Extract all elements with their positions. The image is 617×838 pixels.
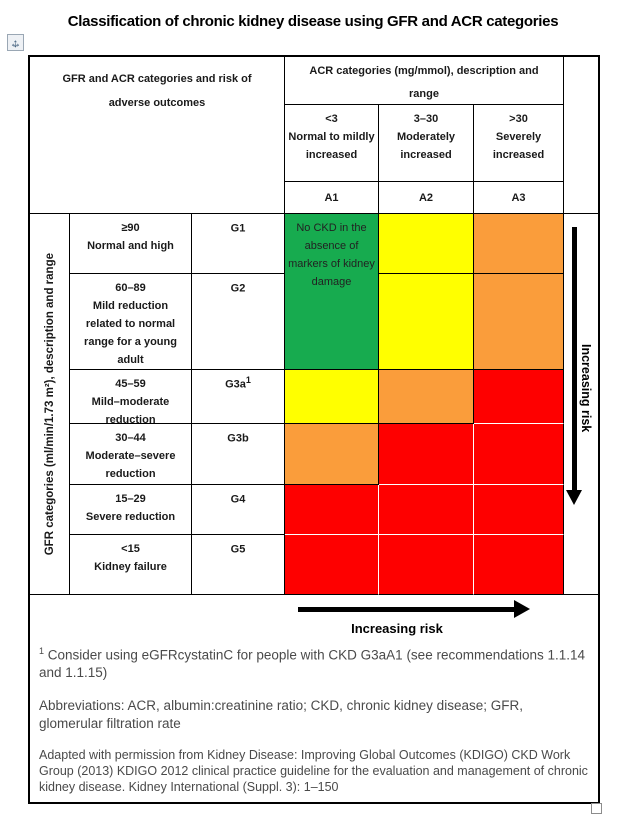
acr-a3-range: >30 [509, 113, 528, 125]
gfr-row-g5-description: <15 Kidney failure [70, 535, 192, 595]
abbreviations-note: Abbreviations: ACR, albumin:creatinine r… [39, 698, 523, 731]
gfr-row-g4-description: 15–29 Severe reduction [70, 485, 192, 535]
corner-header-cell: GFR and ACR categories and risk of adver… [30, 57, 285, 214]
gfr-code-g3a: G3a1 [192, 370, 285, 424]
g2-range: 60–89 [115, 282, 146, 294]
risk-cell-g5-a1 [285, 535, 379, 595]
gfr-code-g3b: G3b [192, 424, 285, 485]
g5-desc: Kidney failure [94, 561, 167, 573]
risk-cell-g2-a3 [474, 274, 564, 370]
acr-a1-range: <3 [325, 113, 338, 125]
risk-cell-g2-a2 [379, 274, 474, 370]
risk-cell-g4-a3 [474, 485, 564, 535]
risk-cell-g3b-a2 [379, 424, 474, 485]
footnote-1-text: Consider using eGFRcystatinC for people … [39, 647, 586, 681]
vertical-increasing-risk-label: Increasing risk [579, 344, 593, 433]
gfr-code-g1: G1 [192, 214, 285, 274]
risk-cell-g4-a2 [379, 485, 474, 535]
right-arrow-head-icon [514, 600, 530, 618]
figure-title: Classification of chronic kidney disease… [67, 13, 559, 30]
gfr-code-g4: G4 [192, 485, 285, 535]
gfr-row-g3a-description: 45–59 Mild–moderate reduction [70, 370, 192, 424]
acr-code-a2: A2 [379, 182, 474, 214]
gfr-row-g1-description: ≥90 Normal and high [70, 214, 192, 274]
down-arrow-shaft [572, 227, 577, 491]
table-move-handle[interactable]: ↔ ↕ [7, 34, 24, 51]
risk-cell-g3a-a2 [379, 370, 474, 424]
risk-cell-g4-a1 [285, 485, 379, 535]
risk-cell-g1-a2 [379, 214, 474, 274]
source-attribution: Adapted with permission from Kidney Dise… [39, 748, 588, 794]
risk-cell-g3a-a3 [474, 370, 564, 424]
gfr-code-g2: G2 [192, 274, 285, 370]
g5-range: <15 [121, 543, 140, 555]
risk-cell-g5-a2 [379, 535, 474, 595]
risk-cell-g3b-a3 [474, 424, 564, 485]
gfr-row-g3b-description: 30–44 Moderate–severe reduction [70, 424, 192, 485]
gfr-code-g5: G5 [192, 535, 285, 595]
footer-cell: Increasing risk 1 Consider using eGFRcys… [30, 595, 598, 802]
horizontal-increasing-risk-label: Increasing risk [351, 621, 443, 636]
acr-col-a3-description: >30 Severely increased [474, 105, 564, 182]
move-arrows-horizontal-icon: ↔ [9, 35, 22, 50]
risk-cell-g5-a3 [474, 535, 564, 595]
down-arrow-head-icon [566, 490, 582, 505]
g3a-range: 45–59 [115, 378, 146, 390]
gfr-axis-label: GFR categories (ml/min/1.73 m²), descrip… [43, 252, 56, 556]
footnote-1: 1 Consider using eGFRcystatinC for peopl… [39, 643, 588, 682]
g1-desc: Normal and high [87, 240, 174, 252]
g4-desc: Severe reduction [85, 511, 176, 523]
g2-desc: Mild reduction related to normal range f… [84, 300, 177, 366]
acr-col-a1-description: <3 Normal to mildly increased [285, 105, 379, 182]
ckd-classification-table: GFR and ACR categories and risk of adver… [28, 55, 600, 804]
footnote-1-marker: 1 [39, 646, 45, 656]
gfr-row-g2-description: 60–89 Mild reduction related to normal r… [70, 274, 192, 370]
move-arrows-vertical-icon: ↕ [12, 35, 19, 50]
acr-a3-desc: Severely increased [492, 131, 545, 161]
acr-a2-range: 3–30 [413, 113, 439, 125]
acr-col-a2-description: 3–30 Moderately increased [379, 105, 474, 182]
g3b-range: 30–44 [115, 432, 146, 444]
risk-cell-g3b-a1 [285, 424, 379, 485]
vertical-risk-arrow-cell: Increasing risk [564, 214, 598, 595]
gfr-axis-label-cell: GFR categories (ml/min/1.73 m²), descrip… [30, 214, 70, 595]
right-arrow-shaft [298, 607, 514, 612]
risk-cell-g3a-a1 [285, 370, 379, 424]
risk-cell-g1-a3 [474, 214, 564, 274]
acr-a2-desc: Moderately increased [396, 131, 456, 161]
g3b-desc: Moderate–severe reduction [85, 450, 176, 480]
arrow-column-header-cell [564, 57, 598, 214]
risk-cell-g1g2-a1-no-ckd: No CKD in the absence of markers of kidn… [285, 214, 379, 370]
g1-range: ≥90 [121, 222, 140, 234]
acr-header-cell: ACR categories (mg/mmol), description an… [285, 57, 564, 105]
table-resize-handle[interactable] [591, 803, 602, 814]
acr-code-a1: A1 [285, 182, 379, 214]
g3a-desc: Mild–moderate reduction [91, 396, 170, 424]
g4-range: 15–29 [115, 493, 146, 505]
acr-a1-desc: Normal to mildly increased [288, 131, 375, 161]
acr-code-a3: A3 [474, 182, 564, 214]
